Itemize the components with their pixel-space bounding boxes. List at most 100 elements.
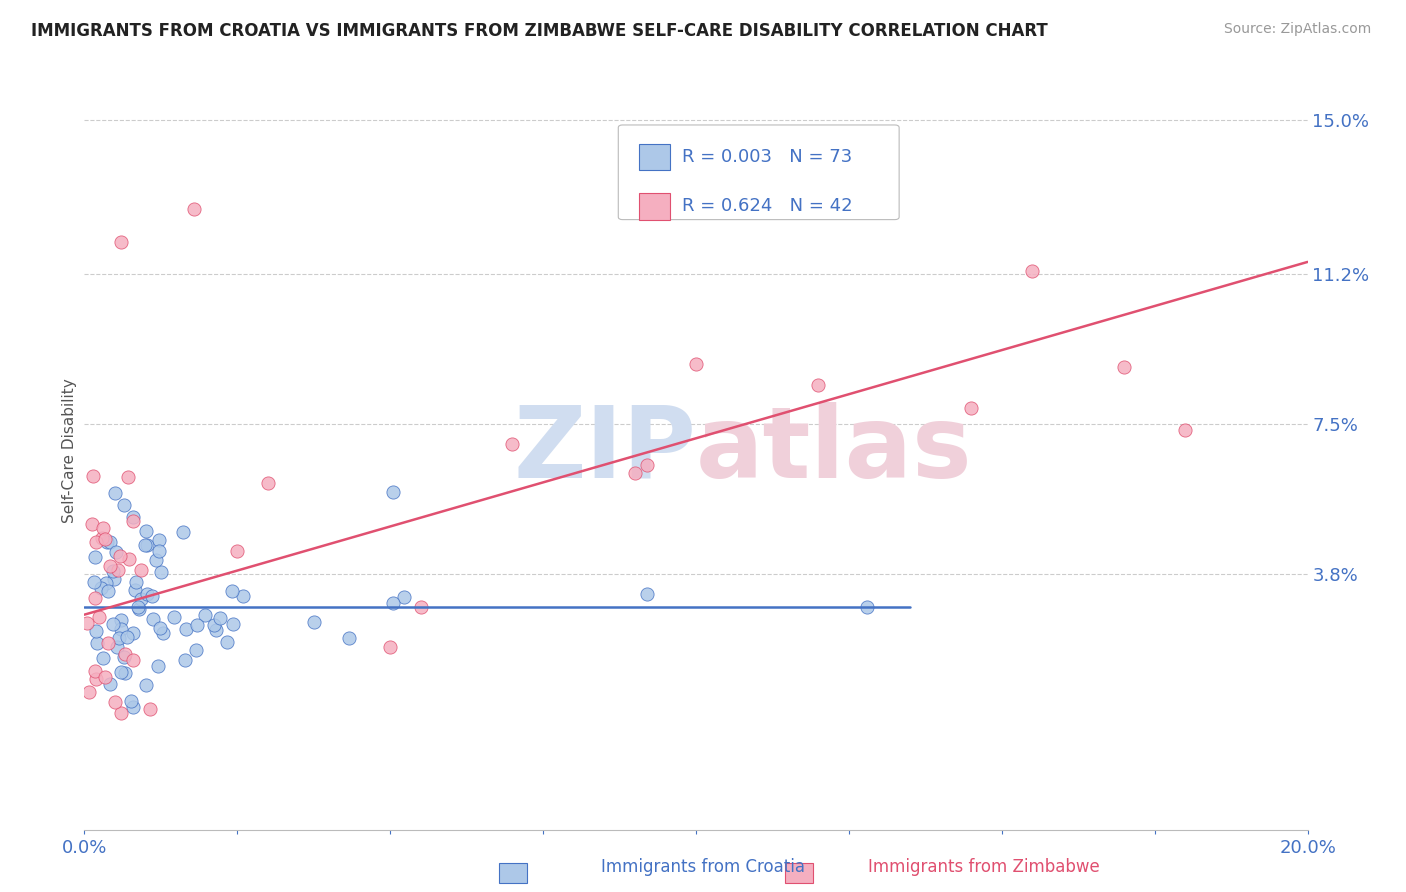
- Text: atlas: atlas: [696, 402, 973, 499]
- Point: [84, 672, 107, 686]
- Y-axis label: Self-Care Disability: Self-Care Disability: [62, 378, 77, 523]
- Point: [86, 624, 108, 639]
- Point: [82, 469, 104, 483]
- Point: [114, 647, 136, 661]
- Point: [145, 552, 167, 566]
- Point: [152, 626, 174, 640]
- Point: [636, 458, 658, 472]
- Point: [807, 378, 830, 392]
- Point: [221, 617, 243, 632]
- Point: [117, 470, 139, 484]
- Point: [960, 401, 983, 415]
- Point: [163, 610, 186, 624]
- Point: [90, 581, 112, 595]
- Point: [125, 575, 148, 590]
- Point: [232, 589, 254, 603]
- Point: [135, 538, 157, 552]
- Point: [93, 532, 115, 546]
- Point: [112, 649, 135, 664]
- Point: [194, 608, 217, 623]
- Point: [174, 622, 197, 636]
- Point: [101, 617, 124, 632]
- Point: [148, 533, 170, 548]
- Point: [1174, 423, 1197, 437]
- Point: [110, 613, 132, 627]
- Point: [84, 534, 107, 549]
- Point: [1114, 360, 1136, 375]
- Point: [208, 611, 231, 625]
- Point: [624, 466, 647, 480]
- Point: [380, 640, 402, 654]
- Point: [108, 549, 131, 563]
- Point: [135, 524, 157, 538]
- Point: [98, 559, 121, 574]
- Text: IMMIGRANTS FROM CROATIA VS IMMIGRANTS FROM ZIMBABWE SELF-CARE DISABILITY CORRELA: IMMIGRANTS FROM CROATIA VS IMMIGRANTS FR…: [31, 22, 1047, 40]
- Point: [77, 684, 100, 698]
- Point: [337, 631, 360, 645]
- Point: [115, 630, 138, 644]
- Point: [105, 640, 128, 655]
- Point: [114, 665, 136, 680]
- Point: [302, 615, 325, 630]
- Point: [76, 616, 98, 631]
- Point: [91, 651, 114, 665]
- Point: [184, 643, 207, 657]
- Text: Immigrants from Zimbabwe: Immigrants from Zimbabwe: [869, 858, 1099, 876]
- Point: [110, 622, 132, 636]
- Point: [83, 549, 105, 564]
- Point: [502, 437, 524, 451]
- Point: [122, 700, 145, 714]
- Point: [122, 510, 145, 524]
- Point: [205, 623, 228, 637]
- Point: [186, 617, 208, 632]
- Point: [173, 652, 195, 666]
- Point: [84, 591, 107, 605]
- Point: [150, 566, 173, 580]
- Point: [114, 498, 136, 512]
- Point: [94, 670, 117, 684]
- Point: [636, 587, 658, 601]
- Point: [82, 517, 104, 532]
- Point: [100, 677, 122, 691]
- Text: Source: ZipAtlas.com: Source: ZipAtlas.com: [1223, 22, 1371, 37]
- Point: [129, 563, 152, 577]
- Text: Immigrants from Croatia: Immigrants from Croatia: [600, 858, 806, 876]
- Point: [103, 572, 125, 586]
- Point: [90, 531, 112, 545]
- Point: [104, 486, 127, 500]
- Point: [409, 599, 432, 614]
- Point: [135, 678, 157, 692]
- Point: [856, 599, 879, 614]
- Point: [117, 552, 139, 566]
- Point: [146, 658, 169, 673]
- Point: [136, 587, 159, 601]
- Point: [91, 521, 114, 535]
- Point: [122, 653, 145, 667]
- Point: [148, 544, 170, 558]
- Point: [110, 706, 132, 721]
- Point: [124, 583, 146, 598]
- Point: [84, 664, 107, 678]
- Point: [86, 636, 108, 650]
- Point: [183, 202, 205, 217]
- Point: [122, 514, 145, 528]
- Point: [139, 702, 162, 716]
- Point: [97, 584, 120, 599]
- Text: R = 0.624   N = 42: R = 0.624 N = 42: [682, 197, 852, 215]
- Point: [381, 485, 404, 500]
- Point: [98, 534, 121, 549]
- Point: [104, 695, 127, 709]
- Point: [172, 524, 194, 539]
- Point: [83, 574, 105, 589]
- Point: [96, 575, 118, 590]
- Point: [226, 544, 249, 558]
- Point: [215, 635, 238, 649]
- Point: [127, 600, 149, 615]
- Point: [96, 534, 118, 549]
- Point: [221, 583, 243, 598]
- Point: [110, 235, 132, 249]
- Point: [107, 563, 129, 577]
- Point: [392, 590, 415, 604]
- Point: [257, 475, 280, 490]
- Point: [142, 612, 165, 626]
